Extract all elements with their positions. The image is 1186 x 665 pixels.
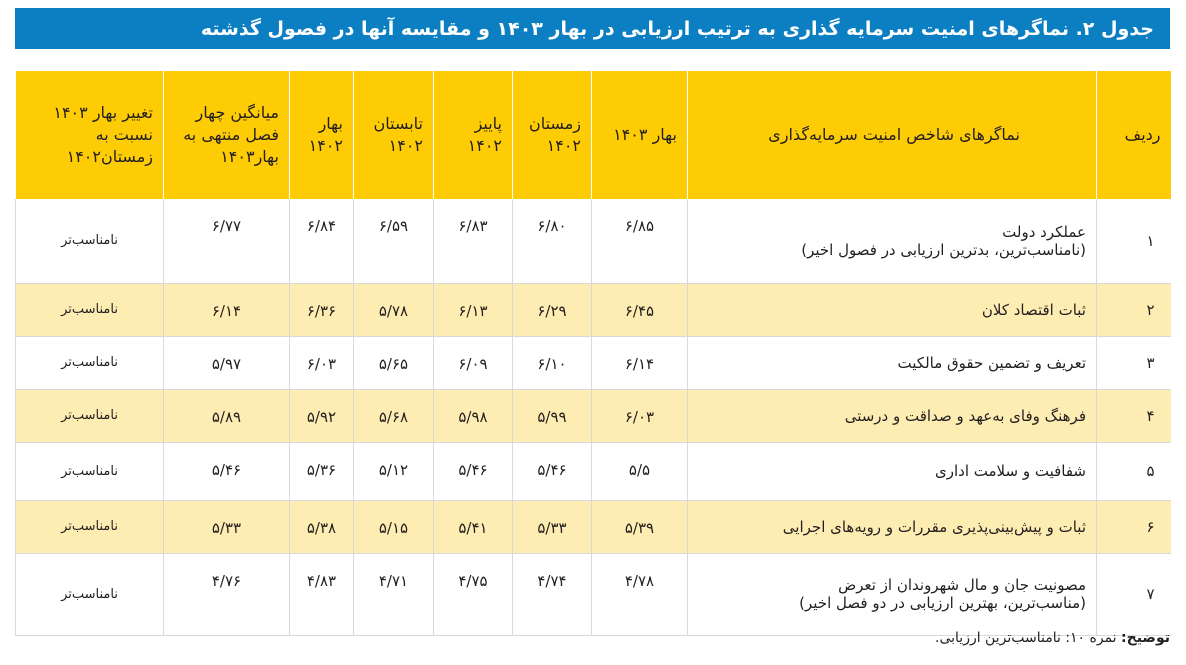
value-spring-1403: ۵/۵: [591, 442, 688, 501]
value-autumn-1402: ۵/۴۶: [433, 442, 513, 501]
indicator-note: (نامناسب‌ترین، بدترین ارزیابی در فصول اخ…: [801, 240, 1086, 259]
value-spring-1402: ۵/۳۶: [289, 442, 354, 501]
row-number: ۴: [1096, 389, 1171, 443]
value-winter-1402: ۵/۹۹: [512, 389, 592, 443]
value-average: ۶/۱۴: [163, 283, 290, 337]
value-average: ۵/۸۹: [163, 389, 290, 443]
header-row: ردیف نماگرهای شاخص امنیت سرمایه‌گذاری به…: [15, 71, 1171, 199]
value-average: ۵/۴۶: [163, 442, 290, 501]
header-spring-1403: بهار ۱۴۰۳: [591, 71, 688, 199]
value-average: ۵/۹۷: [163, 336, 290, 390]
value-spring-1403: ۶/۴۵: [591, 283, 688, 337]
footnote-text: نمره ۱۰: نامناسب‌ترین ارزیابی.: [935, 630, 1117, 646]
value-change: نامناسب‌تر: [15, 553, 164, 636]
value-change: نامناسب‌تر: [15, 442, 164, 501]
table-row: ۶ ثبات و پیش‌بینی‌پذیری مقررات و رویه‌ها…: [15, 500, 1171, 554]
header-summer-1402: تابستان ۱۴۰۲: [353, 71, 434, 199]
value-summer-1402: ۴/۷۱: [353, 553, 434, 636]
value-spring-1402: ۶/۸۴: [289, 199, 354, 284]
row-number: ۷: [1096, 553, 1171, 636]
value-spring-1403: ۵/۳۹: [591, 500, 688, 554]
indicator-name: ثبات و پیش‌بینی‌پذیری مقررات و رویه‌های …: [687, 500, 1097, 554]
indicator-name: مصونیت جان و مال شهروندان از تعرض: [838, 576, 1086, 594]
row-number: ۶: [1096, 500, 1171, 554]
table-row: ۱ عملکرد دولت (نامناسب‌ترین، بدترین ارزی…: [15, 199, 1171, 284]
table-footnote: توضیح: نمره ۱۰: نامناسب‌ترین ارزیابی.: [935, 630, 1170, 646]
value-change: نامناسب‌تر: [15, 199, 164, 284]
table-row: ۲ ثبات اقتصاد کلان ۶/۴۵ ۶/۲۹ ۶/۱۳ ۵/۷۸ ۶…: [15, 283, 1171, 337]
table-row: ۳ تعریف و تضمین حقوق مالکیت ۶/۱۴ ۶/۱۰ ۶/…: [15, 336, 1171, 390]
indicators-table-wrapper: ردیف نماگرهای شاخص امنیت سرمایه‌گذاری به…: [15, 71, 1171, 636]
value-spring-1402: ۶/۰۳: [289, 336, 354, 390]
value-spring-1402: ۵/۳۸: [289, 500, 354, 554]
row-number: ۵: [1096, 442, 1171, 501]
table-title: جدول ۲. نماگرهای امنیت سرمایه گذاری به ت…: [15, 8, 1170, 49]
header-autumn-1402: پاییز ۱۴۰۲: [433, 71, 513, 199]
indicator-name: عملکرد دولت: [1002, 222, 1086, 241]
value-summer-1402: ۵/۶۸: [353, 389, 434, 443]
value-spring-1402: ۵/۹۲: [289, 389, 354, 443]
header-change: تغییر بهار ۱۴۰۳ نسبت به زمستان۱۴۰۲: [15, 71, 164, 199]
value-autumn-1402: ۶/۰۹: [433, 336, 513, 390]
header-spring-1402: بهار ۱۴۰۲: [289, 71, 354, 199]
row-number: ۳: [1096, 336, 1171, 390]
value-spring-1403: ۶/۱۴: [591, 336, 688, 390]
footnote-label: توضیح:: [1121, 630, 1170, 646]
value-summer-1402: ۵/۶۵: [353, 336, 434, 390]
value-winter-1402: ۶/۸۰: [512, 199, 592, 284]
value-summer-1402: ۵/۱۲: [353, 442, 434, 501]
value-average: ۶/۷۷: [163, 199, 290, 284]
row-number: ۲: [1096, 283, 1171, 337]
value-change: نامناسب‌تر: [15, 283, 164, 337]
table-row: ۴ فرهنگ وفای به‌عهد و صداقت و درستی ۶/۰۳…: [15, 389, 1171, 443]
indicator-name: تعریف و تضمین حقوق مالکیت: [687, 336, 1097, 390]
value-winter-1402: ۵/۳۳: [512, 500, 592, 554]
value-winter-1402: ۴/۷۴: [512, 553, 592, 636]
value-autumn-1402: ۵/۴۱: [433, 500, 513, 554]
header-row-number: ردیف: [1096, 71, 1171, 199]
value-spring-1402: ۶/۳۶: [289, 283, 354, 337]
value-change: نامناسب‌تر: [15, 336, 164, 390]
indicator-cell: عملکرد دولت (نامناسب‌ترین، بدترین ارزیاب…: [687, 199, 1097, 284]
value-autumn-1402: ۶/۱۳: [433, 283, 513, 337]
header-indicator: نماگرهای شاخص امنیت سرمایه‌گذاری: [687, 71, 1097, 199]
value-autumn-1402: ۴/۷۵: [433, 553, 513, 636]
value-winter-1402: ۵/۴۶: [512, 442, 592, 501]
table-row: ۷ مصونیت جان و مال شهروندان از تعرض (منا…: [15, 553, 1171, 636]
value-winter-1402: ۶/۲۹: [512, 283, 592, 337]
value-change: نامناسب‌تر: [15, 389, 164, 443]
header-average-four-seasons: میانگین چهار فصل منتهی به بهار۱۴۰۳: [163, 71, 290, 199]
value-winter-1402: ۶/۱۰: [512, 336, 592, 390]
value-average: ۵/۳۳: [163, 500, 290, 554]
value-spring-1403: ۴/۷۸: [591, 553, 688, 636]
table-row: ۵ شفافیت و سلامت اداری ۵/۵ ۵/۴۶ ۵/۴۶ ۵/۱…: [15, 442, 1171, 501]
indicators-table: ردیف نماگرهای شاخص امنیت سرمایه‌گذاری به…: [15, 71, 1171, 636]
indicator-name: شفافیت و سلامت اداری: [687, 442, 1097, 501]
indicator-name: فرهنگ وفای به‌عهد و صداقت و درستی: [687, 389, 1097, 443]
indicator-note: (مناسب‌ترین، بهترین ارزیابی در دو فصل اخ…: [799, 594, 1086, 612]
row-number: ۱: [1096, 199, 1171, 284]
value-spring-1402: ۴/۸۳: [289, 553, 354, 636]
value-summer-1402: ۵/۱۵: [353, 500, 434, 554]
value-change: نامناسب‌تر: [15, 500, 164, 554]
indicator-cell: مصونیت جان و مال شهروندان از تعرض (مناسب…: [687, 553, 1097, 636]
header-winter-1402: زمستان ۱۴۰۲: [512, 71, 592, 199]
value-autumn-1402: ۵/۹۸: [433, 389, 513, 443]
indicator-name: ثبات اقتصاد کلان: [687, 283, 1097, 337]
value-autumn-1402: ۶/۸۳: [433, 199, 513, 284]
value-spring-1403: ۶/۸۵: [591, 199, 688, 284]
value-summer-1402: ۶/۵۹: [353, 199, 434, 284]
value-spring-1403: ۶/۰۳: [591, 389, 688, 443]
value-summer-1402: ۵/۷۸: [353, 283, 434, 337]
value-average: ۴/۷۶: [163, 553, 290, 636]
